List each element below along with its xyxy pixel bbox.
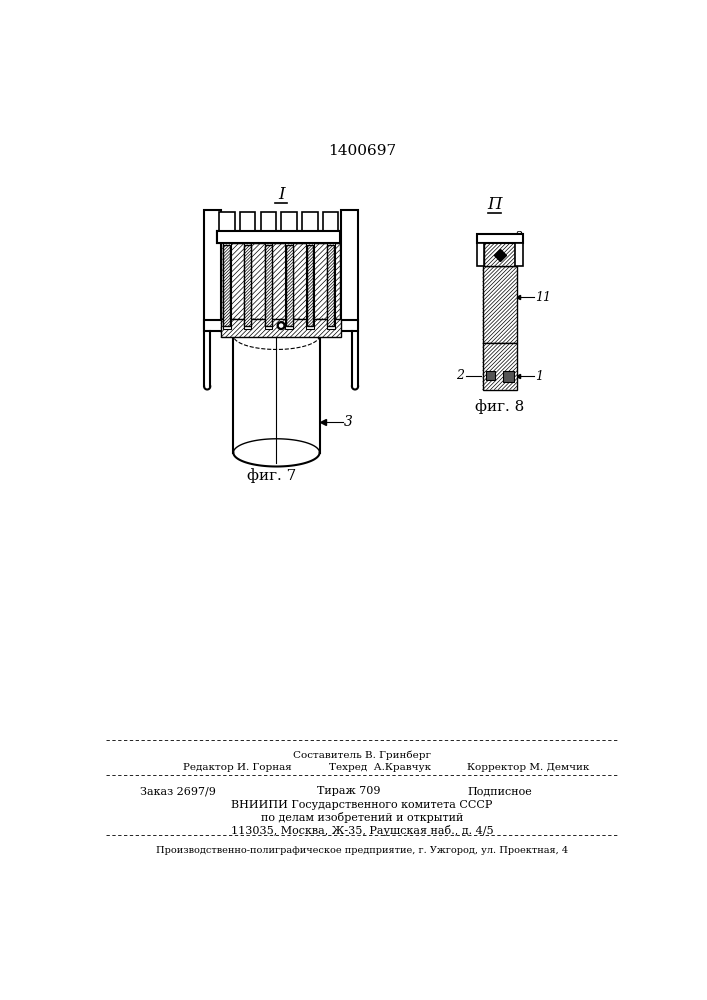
Bar bbox=[306, 229, 314, 329]
Bar bbox=[341, 210, 358, 328]
Text: Тираж 709: Тираж 709 bbox=[317, 786, 381, 796]
Bar bbox=[477, 243, 484, 266]
Bar bbox=[327, 245, 334, 326]
Text: Производственно-полиграфическое предприятие, г. Ужгород, ул. Проектная, 4: Производственно-полиграфическое предприя… bbox=[156, 846, 568, 855]
Bar bbox=[223, 243, 339, 328]
Bar bbox=[477, 234, 523, 243]
Bar bbox=[217, 231, 340, 243]
Bar bbox=[286, 229, 293, 329]
Bar bbox=[484, 234, 515, 266]
Bar bbox=[281, 212, 297, 231]
Text: 1: 1 bbox=[535, 370, 543, 383]
Text: 11: 11 bbox=[535, 291, 551, 304]
Bar bbox=[244, 245, 251, 326]
Bar bbox=[286, 245, 293, 326]
Circle shape bbox=[277, 322, 285, 329]
Bar bbox=[221, 319, 341, 337]
Bar bbox=[515, 243, 523, 266]
Text: Корректор М. Демчик: Корректор М. Демчик bbox=[467, 763, 590, 772]
Text: Техред  А.Кравчук: Техред А.Кравчук bbox=[329, 763, 431, 772]
Bar bbox=[244, 229, 252, 329]
Text: ВНИИПИ Государственного комитета СССР: ВНИИПИ Государственного комитета СССР bbox=[231, 800, 493, 810]
Text: 3: 3 bbox=[515, 231, 522, 244]
Bar bbox=[223, 229, 230, 329]
Text: по делам изобретений и открытий: по делам изобретений и открытий bbox=[261, 812, 463, 823]
Bar bbox=[219, 212, 235, 231]
Bar bbox=[303, 212, 317, 231]
Bar bbox=[240, 212, 255, 231]
Bar bbox=[217, 231, 340, 243]
Bar bbox=[204, 320, 358, 331]
Text: I: I bbox=[278, 186, 284, 203]
Bar bbox=[486, 371, 495, 380]
Text: 2: 2 bbox=[456, 369, 464, 382]
Bar bbox=[327, 229, 334, 329]
Text: фиг. 8: фиг. 8 bbox=[475, 399, 525, 414]
Circle shape bbox=[279, 324, 283, 327]
Bar bbox=[503, 371, 514, 382]
Bar bbox=[323, 212, 339, 231]
Text: Заказ 2697/9: Заказ 2697/9 bbox=[140, 786, 216, 796]
Bar bbox=[223, 245, 230, 326]
Bar bbox=[264, 229, 272, 329]
Text: 1400697: 1400697 bbox=[328, 144, 396, 158]
Text: 3: 3 bbox=[344, 415, 353, 429]
Bar bbox=[265, 245, 272, 326]
Bar bbox=[261, 212, 276, 231]
Text: фиг. 7: фиг. 7 bbox=[247, 468, 296, 483]
Bar bbox=[483, 343, 517, 389]
Bar bbox=[204, 210, 221, 328]
Text: 113035, Москва, Ж-35, Раушская наб., д. 4/5: 113035, Москва, Ж-35, Раушская наб., д. … bbox=[230, 825, 493, 836]
Text: Составитель В. Гринберг: Составитель В. Гринберг bbox=[293, 751, 431, 760]
Text: Редактор И. Горная: Редактор И. Горная bbox=[182, 763, 291, 772]
Bar bbox=[307, 245, 313, 326]
Bar bbox=[483, 266, 517, 343]
Text: Подписное: Подписное bbox=[467, 786, 532, 796]
Text: П: П bbox=[487, 196, 502, 213]
